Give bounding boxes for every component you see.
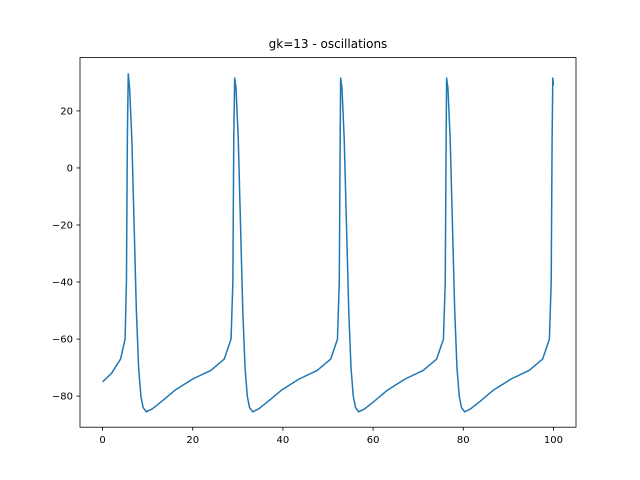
y-tick-label: −40 [52,278,73,289]
x-tick-label: 0 [99,435,105,446]
y-tick-label: 20 [60,106,73,117]
y-tick-label: −20 [52,221,73,232]
x-tick-label: 80 [457,435,470,446]
line-series [102,73,555,413]
chart-title: gk=13 - oscillations [269,37,388,51]
plot-frame [79,57,577,428]
y-tick-label: −60 [52,335,73,346]
x-tick-label: 20 [186,435,199,446]
x-tick-label: 100 [544,435,563,446]
x-tick-label: 60 [367,435,380,446]
x-tick-label: 40 [277,435,290,446]
y-tick-label: 0 [67,163,73,174]
y-tick-label: −80 [52,392,73,403]
